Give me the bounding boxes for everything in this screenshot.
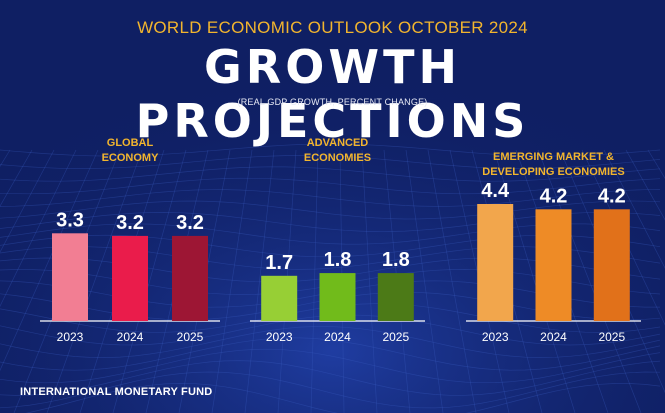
- data-label: 4.4: [481, 180, 510, 202]
- data-label: 3.3: [56, 209, 84, 231]
- bar: [319, 273, 356, 321]
- page-title: GROWTH PROJECTIONS: [135, 40, 530, 148]
- x-tick-label: 2025: [177, 330, 204, 344]
- x-tick-label: 2023: [482, 330, 509, 344]
- data-label: 1.8: [324, 249, 352, 271]
- chart-title: DEVELOPING ECONOMIES: [482, 166, 624, 178]
- data-label: 1.7: [265, 252, 293, 274]
- overline-title: WORLD ECONOMIC OUTLOOK OCTOBER 2024: [137, 18, 528, 37]
- bar: [535, 209, 572, 321]
- chart-panel: GLOBAL ECONOMY 3.3 2023 3.2 2024 3.2 2025: [40, 137, 220, 344]
- subtitle: (REAL GDP GROWTH, PERCENT CHANGE): [237, 97, 428, 107]
- chart-title: GLOBAL: [107, 137, 154, 149]
- x-tick-label: 2023: [57, 330, 84, 344]
- x-tick-label: 2024: [324, 330, 351, 344]
- bar: [172, 235, 208, 321]
- x-tick-label: 2024: [540, 330, 567, 344]
- x-tick-label: 2023: [266, 330, 293, 344]
- chart-title: EMERGING MARKET &: [493, 151, 614, 163]
- x-tick-label: 2025: [598, 330, 625, 344]
- bar: [112, 235, 148, 321]
- chart-panel: ADVANCED ECONOMIES 1.7 2023 1.8 2024 1.8 2025: [250, 137, 425, 344]
- chart-title: ECONOMIES: [304, 152, 371, 164]
- data-label: 3.2: [176, 212, 204, 234]
- chart-title: ADVANCED: [307, 137, 369, 149]
- x-tick-label: 2025: [382, 330, 409, 344]
- source-footer: INTERNATIONAL MONETARY FUND: [20, 386, 213, 398]
- bar: [261, 275, 298, 321]
- bar: [377, 273, 414, 321]
- data-label: 1.8: [382, 249, 410, 271]
- chart-panel: EMERGING MARKET & DEVELOPING ECONOMIES 4.4…: [466, 151, 641, 344]
- bar: [52, 233, 88, 321]
- chart-title: ECONOMY: [102, 152, 160, 164]
- data-label: 3.2: [116, 212, 144, 234]
- x-tick-label: 2024: [117, 330, 144, 344]
- data-label: 4.2: [540, 185, 568, 207]
- bar: [477, 204, 514, 321]
- data-label: 4.2: [598, 185, 626, 207]
- bar: [593, 209, 630, 321]
